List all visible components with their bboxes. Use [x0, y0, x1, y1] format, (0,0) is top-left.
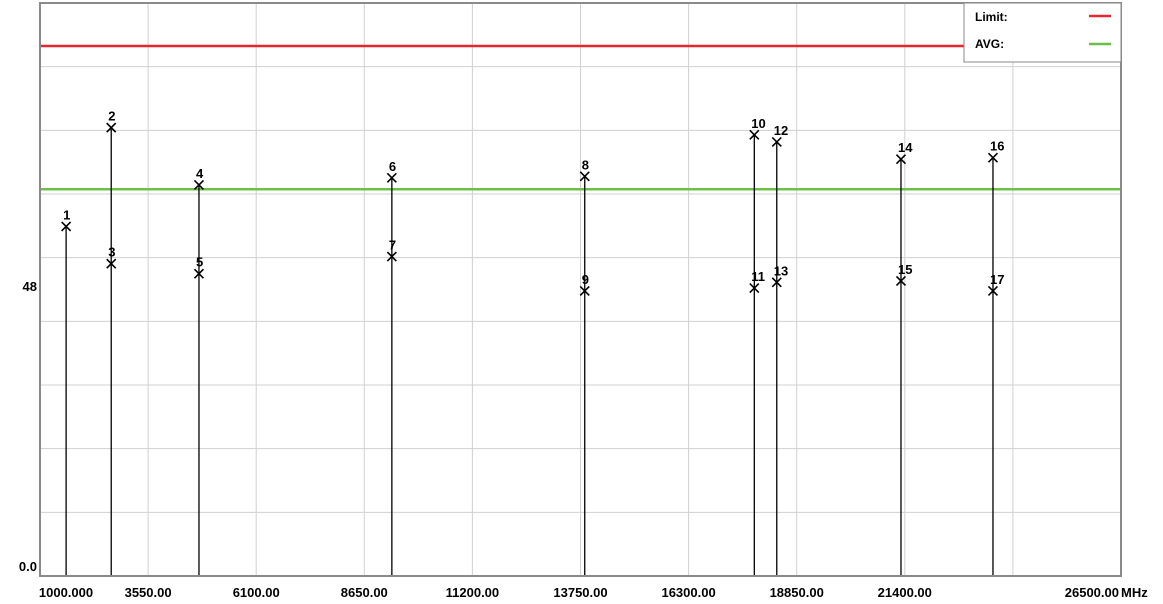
marker-15: 15	[895, 262, 912, 286]
y-tick-label: 48	[23, 279, 37, 294]
y-tick-label: 0.0	[19, 559, 37, 574]
x-axis-ticks: 1000.000 3550.00 6100.00 8650.00 11200.00 137…	[39, 585, 1119, 600]
x-tick-label: 11200.00	[446, 585, 500, 600]
marker-1: 1	[61, 207, 72, 232]
marker-cross	[386, 172, 397, 183]
marker-label: 7	[389, 238, 396, 253]
limit-lines	[40, 44, 1121, 191]
marker-label: 3	[108, 245, 115, 260]
marker-8: 8	[579, 157, 590, 182]
marker-11: 11	[749, 269, 765, 294]
marker-label: 15	[898, 262, 912, 277]
marker-cross	[749, 283, 760, 294]
marker-17: 17	[987, 272, 1004, 296]
marker-cross	[193, 268, 205, 279]
marker-4: 4	[193, 166, 205, 190]
marker-label: 16	[990, 139, 1004, 154]
marker-label: 17	[990, 272, 1004, 287]
marker-label: 8	[582, 157, 589, 172]
marker-label: 14	[898, 140, 913, 155]
marker-label: 11	[751, 269, 765, 284]
grid	[40, 3, 1121, 576]
marker-cross	[771, 277, 782, 288]
marker-cross	[61, 221, 72, 232]
marker-5: 5	[193, 255, 205, 279]
marker-cross	[987, 152, 999, 163]
marker-stems	[65, 127, 994, 576]
x-tick-label: 18850.00	[770, 585, 824, 600]
x-tick-label: 6100.00	[233, 585, 280, 600]
x-tick-label: 26500.00	[1065, 585, 1119, 600]
marker-cross	[895, 154, 907, 165]
marker-2: 2	[106, 109, 117, 133]
marker-6: 6	[386, 159, 397, 183]
x-tick-label: 21400.00	[878, 585, 932, 600]
x-tick-label: 3550.00	[125, 585, 172, 600]
marker-cross	[386, 251, 397, 262]
marker-13: 13	[771, 263, 788, 288]
marker-label: 4	[196, 166, 204, 181]
marker-16: 16	[987, 139, 1004, 163]
legend-label-limit: Limit:	[975, 10, 1008, 24]
x-tick-label: 1000.000	[39, 585, 93, 600]
marker-label: 10	[751, 116, 765, 131]
marker-12: 12	[771, 123, 788, 148]
marker-label: 12	[774, 123, 788, 138]
x-axis-unit: MHz	[1121, 585, 1148, 600]
marker-cross	[579, 171, 590, 182]
marker-7: 7	[386, 238, 397, 262]
x-tick-label: 13750.00	[553, 585, 607, 600]
marker-cross	[895, 275, 907, 286]
marker-cross	[106, 122, 117, 133]
marker-10: 10	[749, 116, 766, 140]
marker-label: 6	[389, 159, 396, 174]
marker-cross	[771, 136, 782, 148]
marker-9: 9	[579, 272, 590, 296]
plot-frame	[39, 2, 1122, 577]
marker-cross	[579, 285, 590, 296]
marker-cross	[193, 179, 205, 190]
legend-label-avg: AVG:	[975, 37, 1004, 51]
marker-label: 5	[196, 255, 203, 270]
marker-label: 13	[774, 263, 788, 278]
x-tick-label: 8650.00	[341, 585, 388, 600]
marker-label: 2	[108, 109, 115, 124]
legend-box	[963, 2, 1122, 63]
marker-3: 3	[106, 245, 117, 269]
marker-cross	[749, 129, 760, 140]
x-tick-label: 16300.00	[661, 585, 715, 600]
marker-cross	[987, 285, 999, 296]
marker-label: 9	[582, 272, 589, 287]
y-axis-ticks: 480.0	[19, 279, 37, 574]
marker-14: 14	[895, 140, 913, 165]
legend: Limit: AVG:	[963, 2, 1122, 63]
marker-cross	[106, 258, 117, 269]
marker-label: 1	[63, 207, 70, 222]
